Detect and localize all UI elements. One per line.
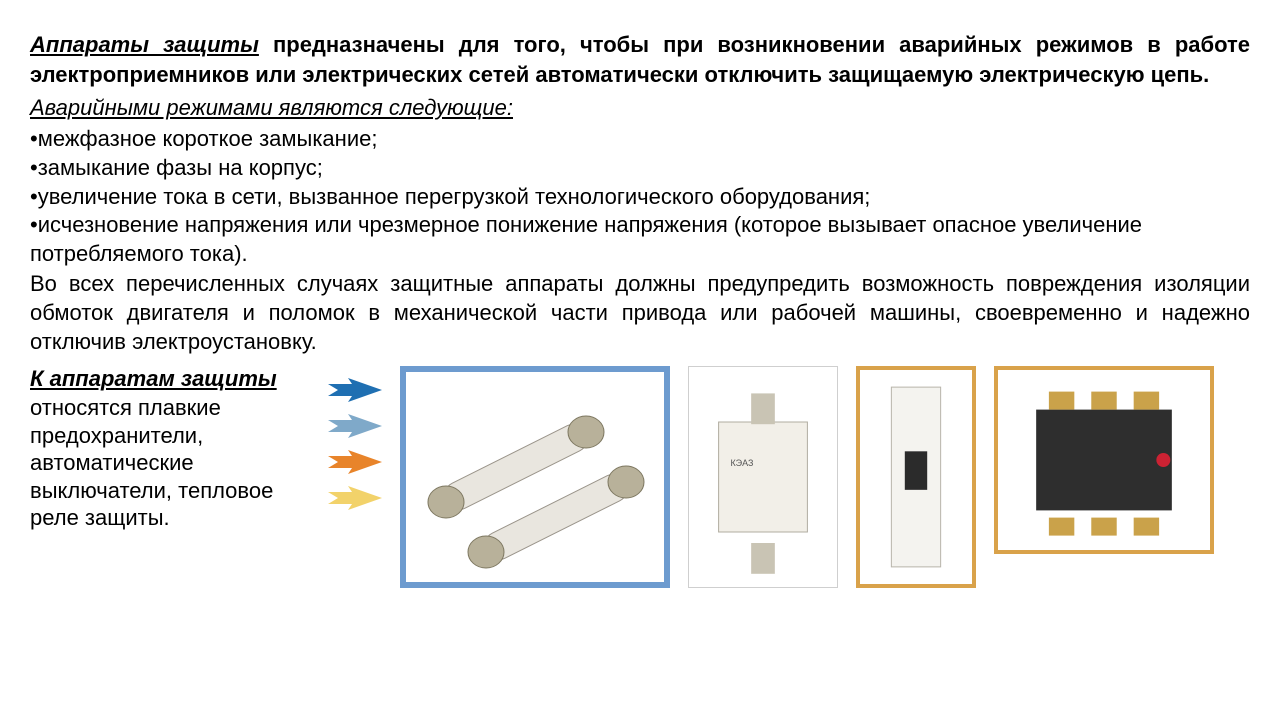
bullet-list: •межфазное короткое замыкание; •замыкани… <box>30 125 1250 268</box>
thermal-relay-photo-illustration <box>998 370 1210 550</box>
bottom-text: относятся плавкие предохранители, автома… <box>30 394 310 532</box>
bullet-item: •исчезновение напряжения или чрезмерное … <box>30 211 1250 268</box>
intro-paragraph: Аппараты защиты предназначены для того, … <box>30 30 1250 89</box>
bottom-row: К аппаратам защиты относятся плавкие пре… <box>30 366 1250 588</box>
bullet-item: •увеличение тока в сети, вызванное перег… <box>30 183 1250 212</box>
circuit-breaker-photo-illustration <box>860 370 972 584</box>
modes-title: Аварийными режимами являются следующие: <box>30 95 1250 121</box>
arrow-icon <box>328 450 382 480</box>
bullet-item: •межфазное короткое замыкание; <box>30 125 1250 154</box>
thermal-relay-photo <box>994 366 1214 554</box>
intro-headline: Аппараты защиты <box>30 32 259 57</box>
bottom-heading: К аппаратам защиты <box>30 366 310 392</box>
arrow-icon <box>328 414 382 444</box>
fuses-photo-illustration <box>406 372 664 582</box>
conclusion-paragraph: Во всех перечисленных случаях защитные а… <box>30 270 1250 356</box>
blade-fuse-photo: КЭАЗ <box>688 366 838 588</box>
blade-fuse-photo-illustration: КЭАЗ <box>689 367 837 587</box>
circuit-breaker-photo <box>856 366 976 588</box>
arrows-column <box>328 366 382 516</box>
fuses-photo <box>400 366 670 588</box>
svg-text:КЭАЗ: КЭАЗ <box>730 458 753 468</box>
bullet-item: •замыкание фазы на корпус; <box>30 154 1250 183</box>
arrow-icon <box>328 378 382 408</box>
bottom-text-block: К аппаратам защиты относятся плавкие пре… <box>30 366 310 532</box>
arrow-icon <box>328 486 382 516</box>
